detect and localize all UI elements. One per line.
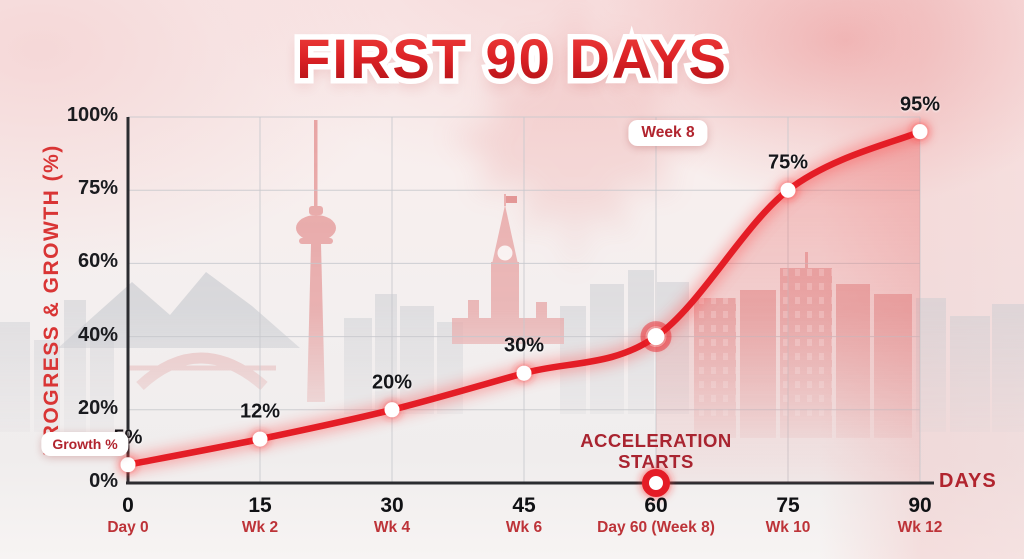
y-tick-label: 100% [66,104,118,126]
data-marker [912,124,928,140]
data-point-label: 95% [899,93,941,116]
data-marker [120,457,136,473]
y-tick-label: 20% [77,396,118,419]
week8-badge: Week 8 [628,120,708,146]
x-tick-label: 0 [122,494,134,517]
data-marker [384,402,400,418]
day60-marker [647,328,665,346]
maple-leaf-icon [447,2,703,278]
data-point-label: 12% [239,400,281,423]
x-tick-label: 75 [776,494,800,517]
acceleration-annotation: ACCELERATION STARTS [580,430,732,473]
y-tick-label: 0% [89,470,118,492]
x-tick-label: 60 [644,494,668,517]
x-tick-label: 30 [380,494,404,517]
page-title: FIRST 90 DAYS FIRST 90 DAYS [0,22,1024,96]
y-axis-title: PROGRESS & GROWTH (%) [40,144,63,456]
data-point-label: 75% [767,151,809,174]
parliament-icon [452,194,564,344]
x-tick-label: 15 [248,494,272,517]
x-tick-sublabel: Wk 6 [505,519,543,536]
data-point-label: 20% [371,371,413,394]
y-tick-label: 60% [77,250,118,273]
far-right-city-silhouette [916,298,1024,432]
page-title-outline: FIRST 90 DAYS [0,22,1024,96]
axis-ring-marker [642,469,670,497]
x-tick-label: 45 [512,494,536,517]
day60-marker-ring [640,321,672,353]
x-tick-sublabel: Wk 4 [373,519,411,536]
y-tick-label: 40% [77,323,118,346]
x-tick-sublabel: Wk 10 [765,519,811,536]
mountains-icon [58,272,300,348]
data-markers [120,124,928,497]
cn-tower-icon [296,120,336,402]
x-tick-label: 90 [908,494,932,517]
x-axis-title: DAYS [939,470,997,492]
data-marker [780,182,796,198]
data-point-label: 30% [503,334,545,357]
area-fill [656,131,920,483]
page-title-text: FIRST 90 DAYS [0,26,1024,91]
x-tick-sublabel: Wk 2 [241,519,279,536]
x-tick-sublabel: Day 0 [107,519,149,536]
bridge-icon [128,352,276,391]
mid-city-silhouette [344,270,689,414]
x-tick-sublabel: Day 60 (Week 8) [597,519,715,536]
x-tick-sublabel: Wk 12 [897,519,943,536]
data-marker [516,365,532,381]
y-tick-label: 75% [77,177,118,200]
data-marker [252,431,268,447]
growth-badge: Growth % [41,432,129,456]
